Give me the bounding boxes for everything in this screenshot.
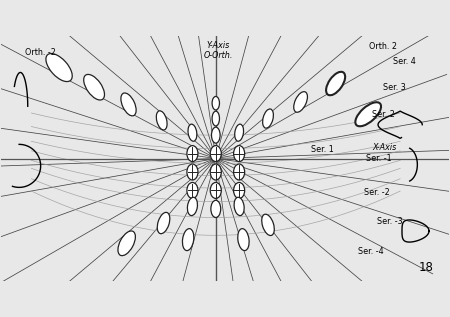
Text: Orth. -2: Orth. -2 bbox=[25, 48, 56, 57]
Ellipse shape bbox=[187, 146, 198, 162]
Ellipse shape bbox=[294, 92, 307, 112]
Ellipse shape bbox=[121, 93, 136, 116]
Text: Ser. 2: Ser. 2 bbox=[373, 110, 396, 119]
Text: Orth. 2: Orth. 2 bbox=[369, 42, 397, 51]
Ellipse shape bbox=[187, 164, 198, 180]
Ellipse shape bbox=[356, 102, 381, 126]
Text: 18: 18 bbox=[419, 261, 434, 274]
Ellipse shape bbox=[234, 164, 245, 180]
Ellipse shape bbox=[212, 111, 220, 126]
Ellipse shape bbox=[238, 229, 249, 251]
Ellipse shape bbox=[157, 212, 170, 234]
Text: X-Axis: X-Axis bbox=[373, 143, 397, 152]
Ellipse shape bbox=[187, 183, 198, 198]
Text: Ser. -2: Ser. -2 bbox=[364, 188, 390, 197]
Ellipse shape bbox=[234, 183, 245, 198]
Text: Ser. 1: Ser. 1 bbox=[311, 145, 334, 154]
Ellipse shape bbox=[210, 164, 221, 180]
Text: Ser. 3: Ser. 3 bbox=[383, 83, 406, 92]
Ellipse shape bbox=[263, 109, 274, 128]
Ellipse shape bbox=[210, 183, 221, 198]
Ellipse shape bbox=[210, 146, 221, 162]
Ellipse shape bbox=[188, 124, 197, 141]
Ellipse shape bbox=[211, 200, 220, 217]
Ellipse shape bbox=[46, 54, 72, 81]
Text: Ser. 4: Ser. 4 bbox=[393, 57, 415, 66]
Ellipse shape bbox=[182, 229, 194, 251]
Ellipse shape bbox=[326, 72, 345, 95]
Ellipse shape bbox=[234, 197, 244, 216]
Text: Ser. -4: Ser. -4 bbox=[358, 247, 384, 256]
Ellipse shape bbox=[235, 124, 243, 141]
Ellipse shape bbox=[156, 111, 167, 130]
Text: Y-Axis
O-Orth.: Y-Axis O-Orth. bbox=[203, 41, 233, 60]
Ellipse shape bbox=[234, 146, 245, 162]
Ellipse shape bbox=[212, 96, 220, 110]
Text: Ser. -3: Ser. -3 bbox=[377, 217, 402, 226]
Ellipse shape bbox=[212, 127, 220, 143]
Ellipse shape bbox=[118, 231, 135, 256]
Ellipse shape bbox=[262, 214, 274, 236]
Text: Ser. -1: Ser. -1 bbox=[366, 154, 392, 164]
Ellipse shape bbox=[84, 74, 104, 100]
Ellipse shape bbox=[187, 197, 198, 216]
